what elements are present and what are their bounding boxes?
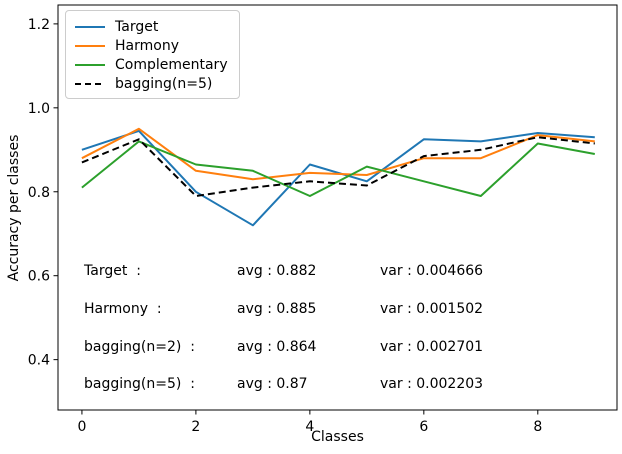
x-tick-label: 0 bbox=[77, 419, 86, 435]
y-tick-label: 0.6 bbox=[28, 269, 50, 285]
legend-item-target: Target bbox=[75, 17, 230, 36]
y-axis-label: Accuracy per classes bbox=[6, 134, 22, 282]
x-tick-label: 4 bbox=[305, 419, 314, 435]
series-line-complementary bbox=[81, 140, 595, 197]
x-tick-label: 8 bbox=[533, 419, 542, 435]
x-tick-label: 2 bbox=[191, 419, 200, 435]
series-line-target bbox=[81, 129, 595, 227]
legend-line-sample-complementary bbox=[75, 63, 105, 66]
x-tick-label: 6 bbox=[419, 419, 428, 435]
legend: Target Harmony Complementary bagging(n=5… bbox=[65, 10, 240, 99]
legend-label: Harmony bbox=[115, 37, 179, 54]
legend-line-sample-harmony bbox=[75, 44, 105, 47]
y-tick-label: 0.4 bbox=[28, 353, 50, 369]
x-axis-label: Classes bbox=[311, 429, 364, 445]
legend-item-harmony: Harmony bbox=[75, 36, 230, 55]
y-tick-label: 1.0 bbox=[28, 101, 50, 117]
series-line-harmony bbox=[81, 127, 595, 181]
legend-item-complementary: Complementary bbox=[75, 55, 230, 74]
legend-line-sample-target bbox=[75, 25, 105, 28]
legend-line-sample-bagging-n5 bbox=[75, 82, 105, 85]
legend-label: Target bbox=[115, 18, 159, 35]
axes-spines bbox=[57, 4, 618, 411]
series-line-bagging-n-5- bbox=[81, 136, 595, 197]
legend-item-bagging-n5: bagging(n=5) bbox=[75, 74, 230, 93]
legend-label: Complementary bbox=[115, 56, 228, 73]
legend-label: bagging(n=5) bbox=[115, 75, 213, 92]
y-tick-label: 0.8 bbox=[28, 185, 50, 201]
y-tick-label: 1.2 bbox=[28, 17, 50, 33]
